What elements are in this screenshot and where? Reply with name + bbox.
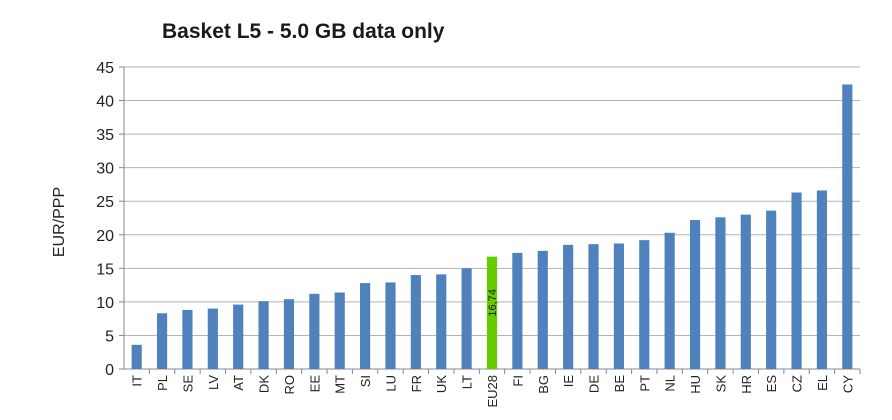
bar[interactable]: [639, 240, 650, 369]
bar[interactable]: [334, 292, 345, 369]
x-tick-label: CY: [840, 375, 855, 393]
x-tick-label: IT: [130, 375, 145, 387]
y-tick-label: 45: [96, 60, 114, 77]
bar-eu28[interactable]: [486, 256, 498, 369]
bar[interactable]: [512, 252, 523, 369]
x-tick-label: DK: [257, 375, 272, 393]
x-tick-label: HR: [739, 375, 754, 394]
data-label-eu28: 16,74: [487, 289, 499, 317]
bar[interactable]: [410, 275, 421, 369]
bar[interactable]: [588, 244, 599, 369]
x-tick-label: CZ: [790, 375, 805, 392]
x-tick-label: NL: [663, 375, 678, 392]
bar[interactable]: [360, 283, 371, 369]
y-tick-label: 5: [105, 328, 114, 345]
x-tick-label: SI: [358, 375, 373, 387]
x-tick-label: EE: [307, 375, 322, 393]
bar[interactable]: [461, 268, 472, 369]
y-tick-label: 30: [96, 161, 114, 178]
x-tick-label: DE: [587, 375, 602, 393]
y-tick-label: 25: [96, 194, 114, 211]
y-tick-label: 20: [96, 228, 114, 245]
bar[interactable]: [385, 282, 396, 369]
x-tick-label: BE: [612, 375, 627, 393]
chart-title: Basket L5 - 5.0 GB data only: [162, 20, 445, 43]
y-tick-label: 15: [96, 261, 114, 278]
bar[interactable]: [791, 192, 802, 369]
bar[interactable]: [563, 244, 574, 369]
bar[interactable]: [207, 308, 218, 369]
y-tick-label: 10: [96, 295, 114, 312]
bar[interactable]: [613, 243, 624, 369]
x-tick-label: ES: [764, 375, 779, 393]
x-tick-label: BG: [536, 375, 551, 394]
x-tick-label: LT: [460, 375, 475, 389]
x-tick-label: SK: [713, 375, 728, 393]
x-tick-label: PL: [155, 375, 170, 391]
x-tick-label: SE: [180, 375, 195, 393]
y-axis-title: EUR/PPP: [51, 187, 68, 257]
bar[interactable]: [766, 210, 777, 369]
x-tick-label: LU: [383, 375, 398, 392]
x-tick-label: PT: [637, 375, 652, 392]
x-tick-label: LV: [206, 375, 221, 390]
bar[interactable]: [309, 293, 320, 369]
x-tick-label: EU28: [485, 375, 500, 408]
bar[interactable]: [689, 220, 701, 369]
y-tick-label: 35: [96, 127, 114, 144]
x-tick-label: FI: [510, 375, 525, 387]
bar[interactable]: [131, 344, 142, 369]
x-tick-label: MT: [333, 375, 348, 394]
bar[interactable]: [436, 274, 447, 369]
bar[interactable]: [740, 214, 751, 369]
x-tick-label: EL: [815, 375, 830, 391]
bar[interactable]: [258, 301, 269, 369]
bar[interactable]: [715, 217, 726, 369]
bar[interactable]: [156, 313, 168, 369]
bar[interactable]: [816, 190, 828, 369]
bar[interactable]: [283, 299, 295, 369]
y-tick-label: 40: [96, 94, 114, 111]
x-tick-label: HU: [688, 375, 703, 394]
bar[interactable]: [842, 84, 853, 370]
x-tick-label: AT: [231, 375, 246, 391]
x-tick-label: FR: [409, 375, 424, 392]
x-tick-label: IE: [561, 375, 576, 388]
bar[interactable]: [182, 309, 193, 369]
x-tick-label: RO: [282, 375, 297, 395]
y-tick-label: 0: [105, 362, 114, 379]
bar[interactable]: [664, 232, 675, 369]
bar[interactable]: [537, 250, 548, 369]
x-tick-label: UK: [434, 375, 449, 393]
bar[interactable]: [233, 304, 244, 369]
